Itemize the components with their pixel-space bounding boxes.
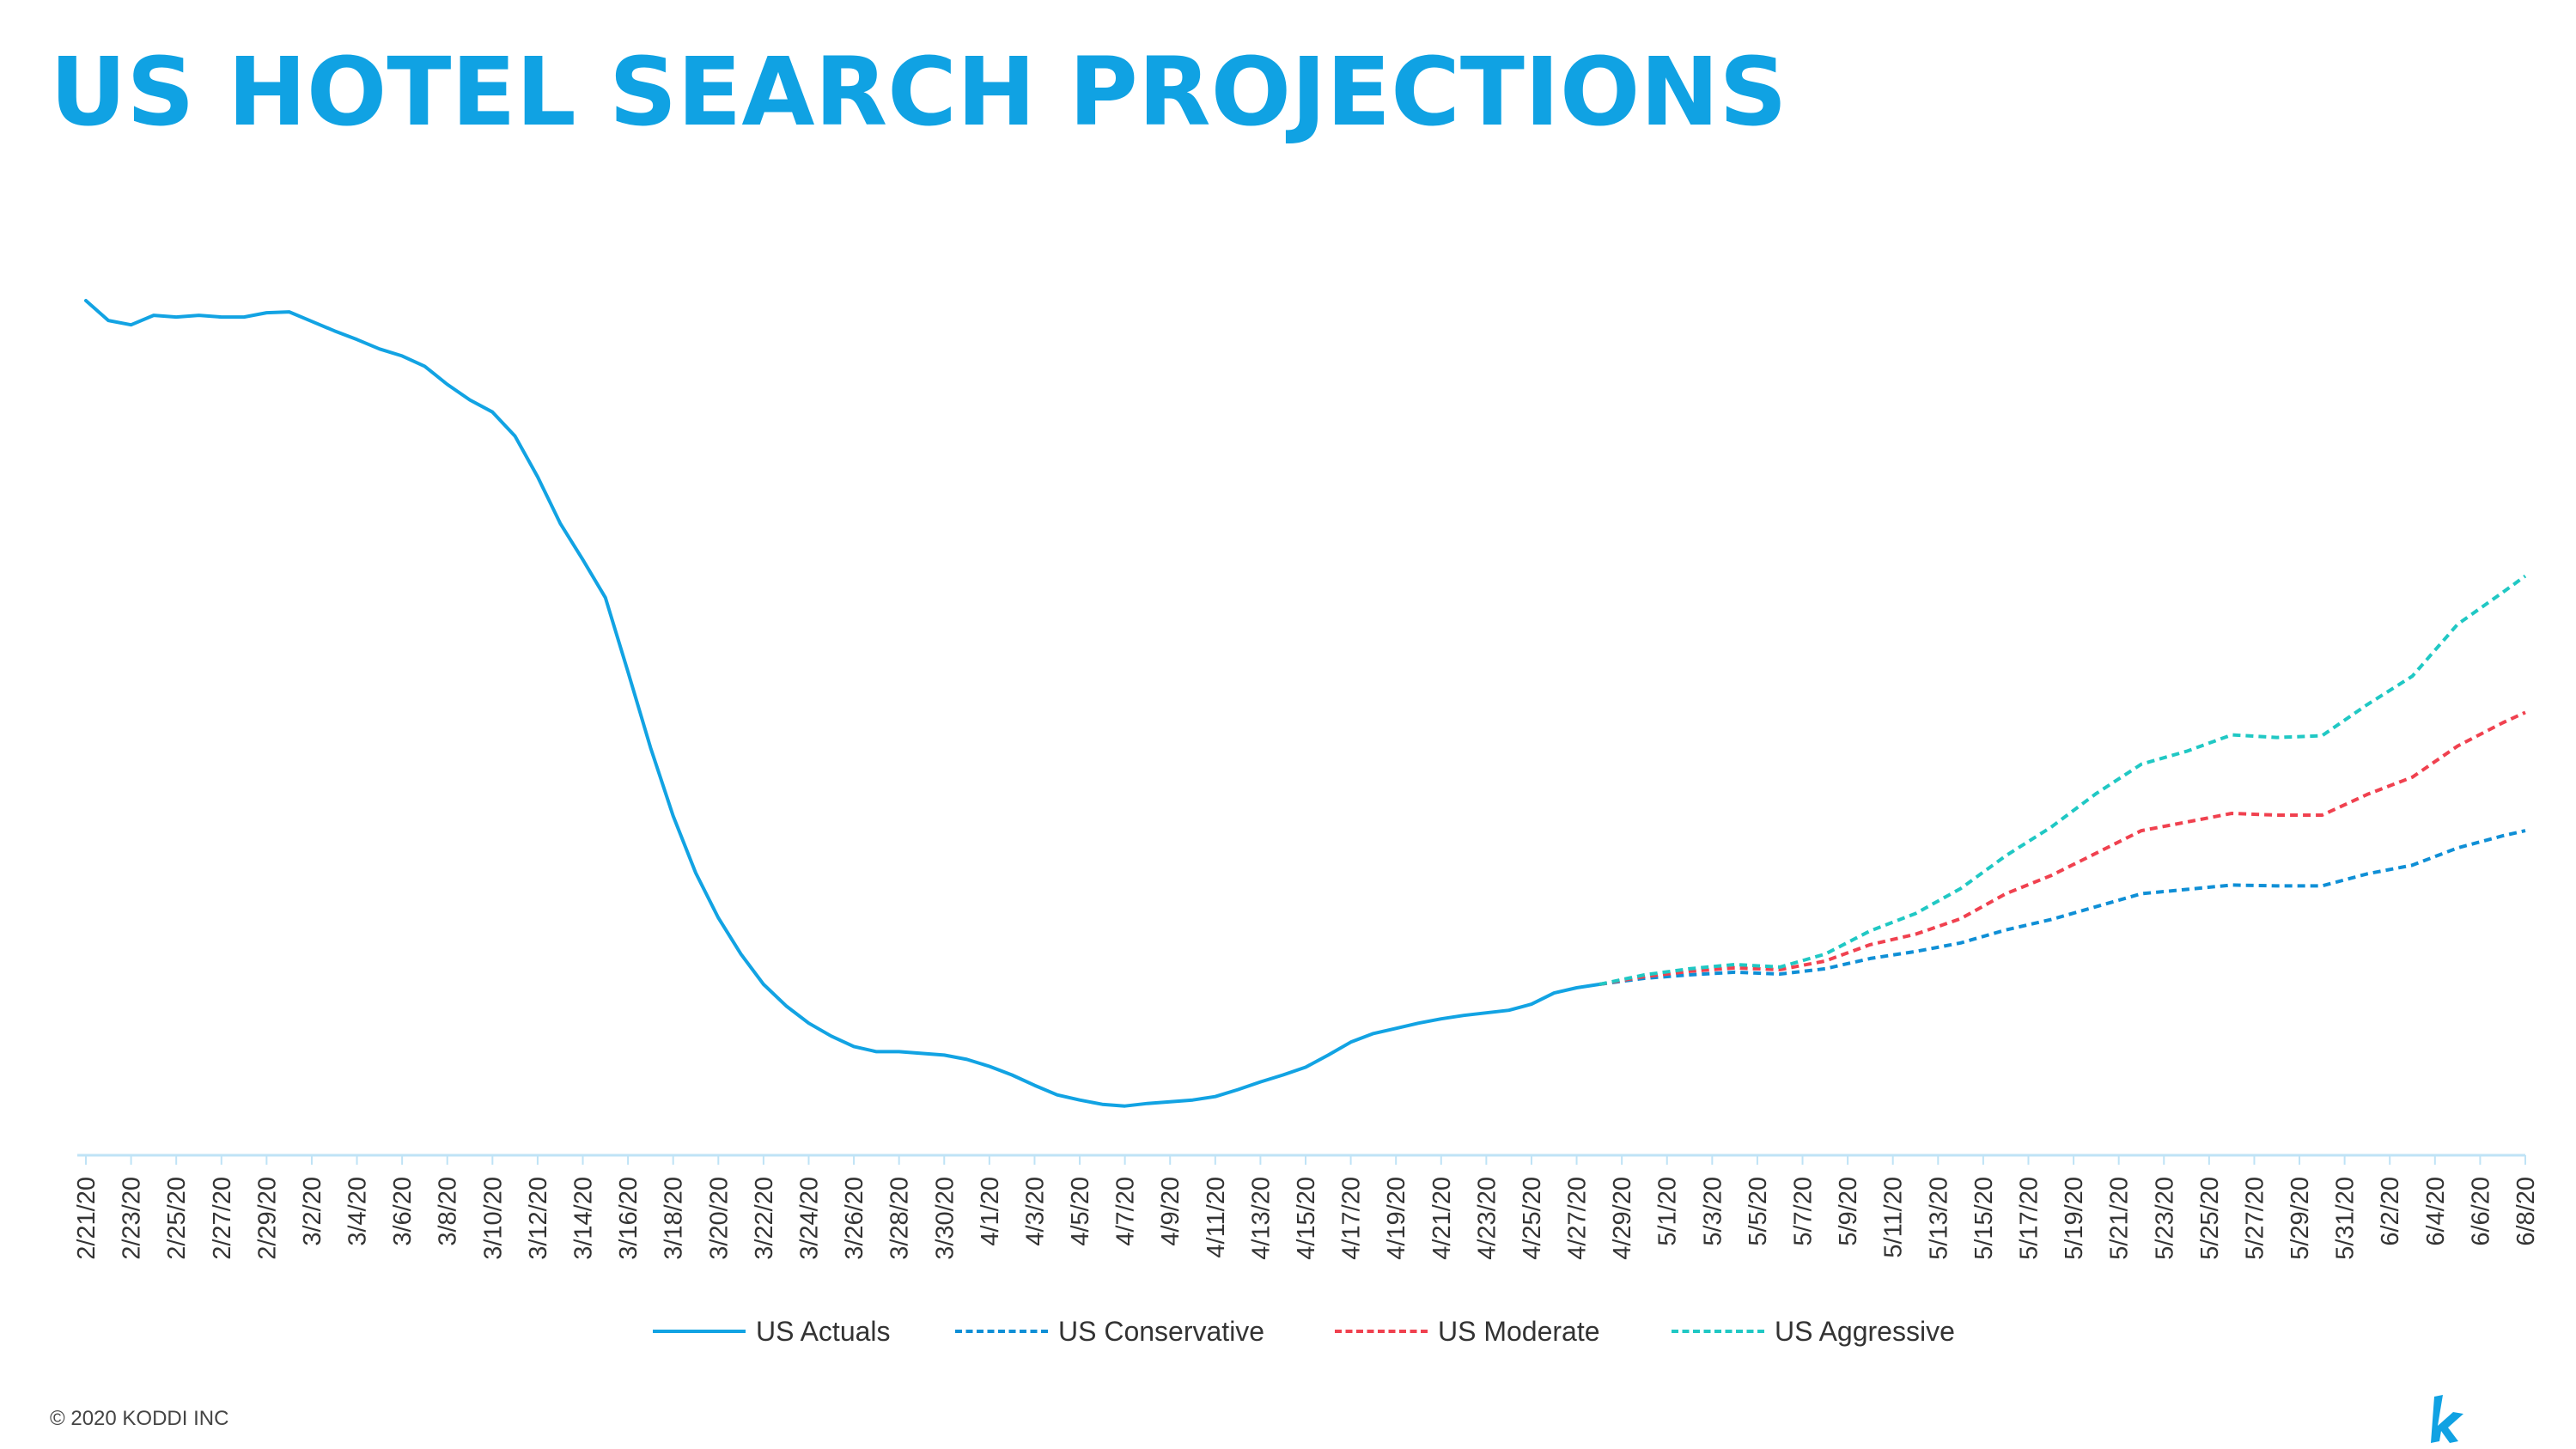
- x-tick-label: 4/5/20: [1067, 1177, 1094, 1246]
- legend-label-us-moderate: US Moderate: [1438, 1315, 1600, 1347]
- x-tick-label: 5/13/20: [1925, 1177, 1952, 1260]
- chart-series: [84, 299, 2527, 1108]
- chart-legend: US Actuals US Conservative US Moderate U…: [0, 1306, 2576, 1366]
- x-tick-label: 4/13/20: [1247, 1177, 1275, 1260]
- page-title: US HOTEL SEARCH PROJECTIONS: [50, 37, 1787, 147]
- x-tick-label: 5/9/20: [1835, 1177, 1862, 1246]
- legend-label-us-aggressive: US Aggressive: [1775, 1315, 1955, 1347]
- x-tick-label: 4/3/20: [1021, 1177, 1049, 1246]
- x-tick-label: 5/3/20: [1699, 1177, 1726, 1246]
- x-tick-label: 5/1/20: [1654, 1177, 1682, 1246]
- x-tick-label: 6/6/20: [2467, 1177, 2494, 1246]
- x-tick-label: 2/27/20: [209, 1177, 236, 1260]
- legend-label-us-actuals: US Actuals: [756, 1315, 891, 1347]
- x-axis-tick-labels: 2/21/20 2/23/20 2/25/20 2/27/20 2/29/20 3/2/2…: [73, 1177, 2540, 1260]
- x-tick-label: 5/31/20: [2332, 1177, 2360, 1260]
- x-tick-label: 2/29/20: [253, 1177, 281, 1260]
- x-tick-label: 4/9/20: [1157, 1177, 1184, 1246]
- x-tick-label: 4/23/20: [1473, 1177, 1501, 1260]
- x-axis: [77, 1154, 2526, 1165]
- legend-item-us-aggressive: US Aggressive: [1672, 1306, 1955, 1357]
- legend-swatch-us-aggressive: [1672, 1330, 1764, 1333]
- x-tick-label: 3/26/20: [841, 1177, 868, 1260]
- x-tick-label: 3/6/20: [389, 1177, 417, 1246]
- x-tick-label: 5/11/20: [1880, 1177, 1908, 1258]
- x-tick-label: 3/8/20: [435, 1177, 462, 1246]
- koddi-k-logo-icon: [2431, 1395, 2463, 1443]
- x-tick-label: 4/29/20: [1609, 1177, 1636, 1260]
- x-tick-label: 3/22/20: [751, 1177, 778, 1260]
- legend-item-us-conservative: US Conservative: [955, 1306, 1264, 1357]
- x-tick-label: 3/14/20: [570, 1177, 598, 1260]
- x-tick-label: 5/23/20: [2151, 1177, 2178, 1260]
- series-line-us-moderate: [1599, 710, 2526, 986]
- x-tick-label: 4/15/20: [1293, 1177, 1320, 1260]
- x-tick-label: 4/7/20: [1112, 1177, 1140, 1246]
- x-tick-label: 3/4/20: [344, 1177, 372, 1246]
- x-tick-label: 4/1/20: [977, 1177, 1004, 1246]
- x-tick-label: 3/12/20: [525, 1177, 552, 1260]
- legend-label-us-conservative: US Conservative: [1058, 1315, 1265, 1347]
- series-line-us-conservative: [1599, 829, 2526, 986]
- x-tick-label: 5/7/20: [1790, 1177, 1818, 1246]
- x-tick-label: 3/30/20: [931, 1177, 959, 1260]
- x-tick-label: 3/10/20: [479, 1177, 507, 1260]
- legend-swatch-us-moderate: [1335, 1330, 1428, 1333]
- x-tick-label: 5/29/20: [2287, 1177, 2314, 1260]
- x-tick-label: 3/24/20: [795, 1177, 823, 1260]
- series-line-us-aggressive: [1599, 574, 2527, 986]
- x-tick-label: 4/25/20: [1519, 1177, 1546, 1260]
- legend-item-us-actuals: US Actuals: [653, 1306, 891, 1357]
- x-tick-label: 5/19/20: [2061, 1177, 2088, 1260]
- x-tick-label: 6/8/20: [2512, 1177, 2540, 1246]
- x-tick-label: 5/27/20: [2241, 1177, 2268, 1260]
- legend-swatch-us-conservative: [955, 1330, 1048, 1333]
- x-tick-label: 5/21/20: [2106, 1177, 2134, 1260]
- x-tick-label: 6/4/20: [2422, 1177, 2450, 1246]
- x-tick-label: 5/15/20: [1970, 1177, 1998, 1260]
- x-tick-label: 3/28/20: [886, 1177, 914, 1260]
- x-tick-label: 6/2/20: [2377, 1177, 2404, 1246]
- x-tick-label: 5/5/20: [1745, 1177, 1772, 1246]
- x-tick-label: 5/17/20: [2015, 1177, 2043, 1260]
- x-tick-label: 4/19/20: [1383, 1177, 1410, 1260]
- x-tick-label: 4/21/20: [1428, 1177, 1456, 1260]
- x-tick-label: 5/25/20: [2196, 1177, 2224, 1260]
- x-tick-label: 4/11/20: [1203, 1177, 1230, 1258]
- series-line-us-actuals: [84, 299, 1601, 1108]
- legend-swatch-us-actuals: [653, 1330, 746, 1333]
- x-tick-label: 3/18/20: [661, 1177, 688, 1260]
- x-tick-label: 4/17/20: [1338, 1177, 1366, 1260]
- x-tick-label: 3/16/20: [615, 1177, 642, 1260]
- legend-item-us-moderate: US Moderate: [1335, 1306, 1600, 1357]
- x-tick-label: 2/21/20: [73, 1177, 100, 1260]
- x-tick-label: 3/20/20: [705, 1177, 733, 1260]
- copyright-footer: © 2020 KODDI INC: [50, 1407, 229, 1430]
- x-tick-label: 2/25/20: [163, 1177, 191, 1260]
- x-tick-label: 4/27/20: [1564, 1177, 1592, 1260]
- x-tick-label: 2/23/20: [119, 1177, 146, 1260]
- x-tick-label: 3/2/20: [299, 1177, 326, 1246]
